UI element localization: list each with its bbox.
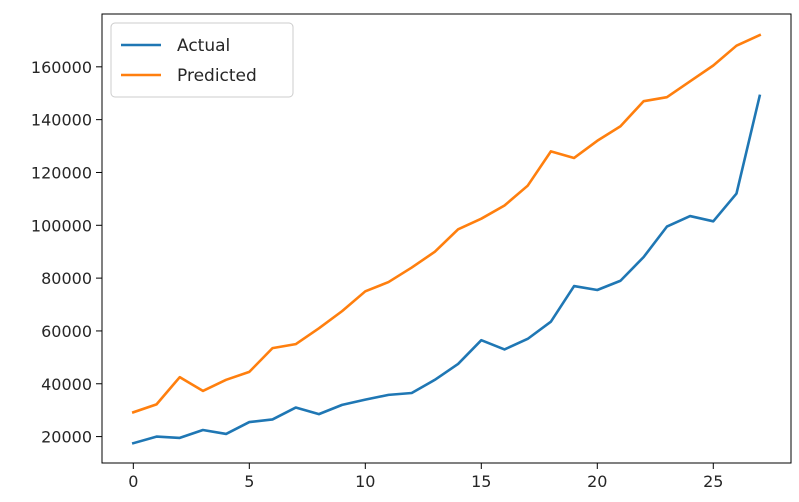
- y-tick-label: 140000: [31, 111, 92, 130]
- y-tick-label: 80000: [41, 269, 92, 288]
- x-tick-label: 20: [587, 472, 607, 491]
- y-tick-label: 20000: [41, 428, 92, 447]
- legend-label-actual: Actual: [177, 36, 230, 56]
- x-tick-label: 10: [355, 472, 375, 491]
- y-tick-label: 120000: [31, 163, 92, 182]
- actual-series-line: [131, 94, 762, 445]
- legend: Actual Predicted: [110, 22, 294, 98]
- y-tick-label: 60000: [41, 322, 92, 341]
- y-tick-label: 160000: [31, 58, 92, 77]
- x-tick-label: 15: [471, 472, 491, 491]
- y-tick-label: 100000: [31, 216, 92, 235]
- x-axis: 0 5 10 15 20 25: [128, 463, 723, 491]
- x-tick-label: 25: [703, 472, 723, 491]
- x-tick-label: 0: [128, 472, 138, 491]
- y-tick-label: 40000: [41, 375, 92, 394]
- legend-label-predicted: Predicted: [177, 66, 257, 86]
- predicted-series-line: [131, 33, 762, 414]
- y-axis: 20000 40000 60000 80000 100000 120000 140000 16…: [31, 58, 102, 447]
- x-tick-label: 5: [244, 472, 254, 491]
- series-layer: [131, 33, 762, 445]
- legend-box: [110, 22, 294, 98]
